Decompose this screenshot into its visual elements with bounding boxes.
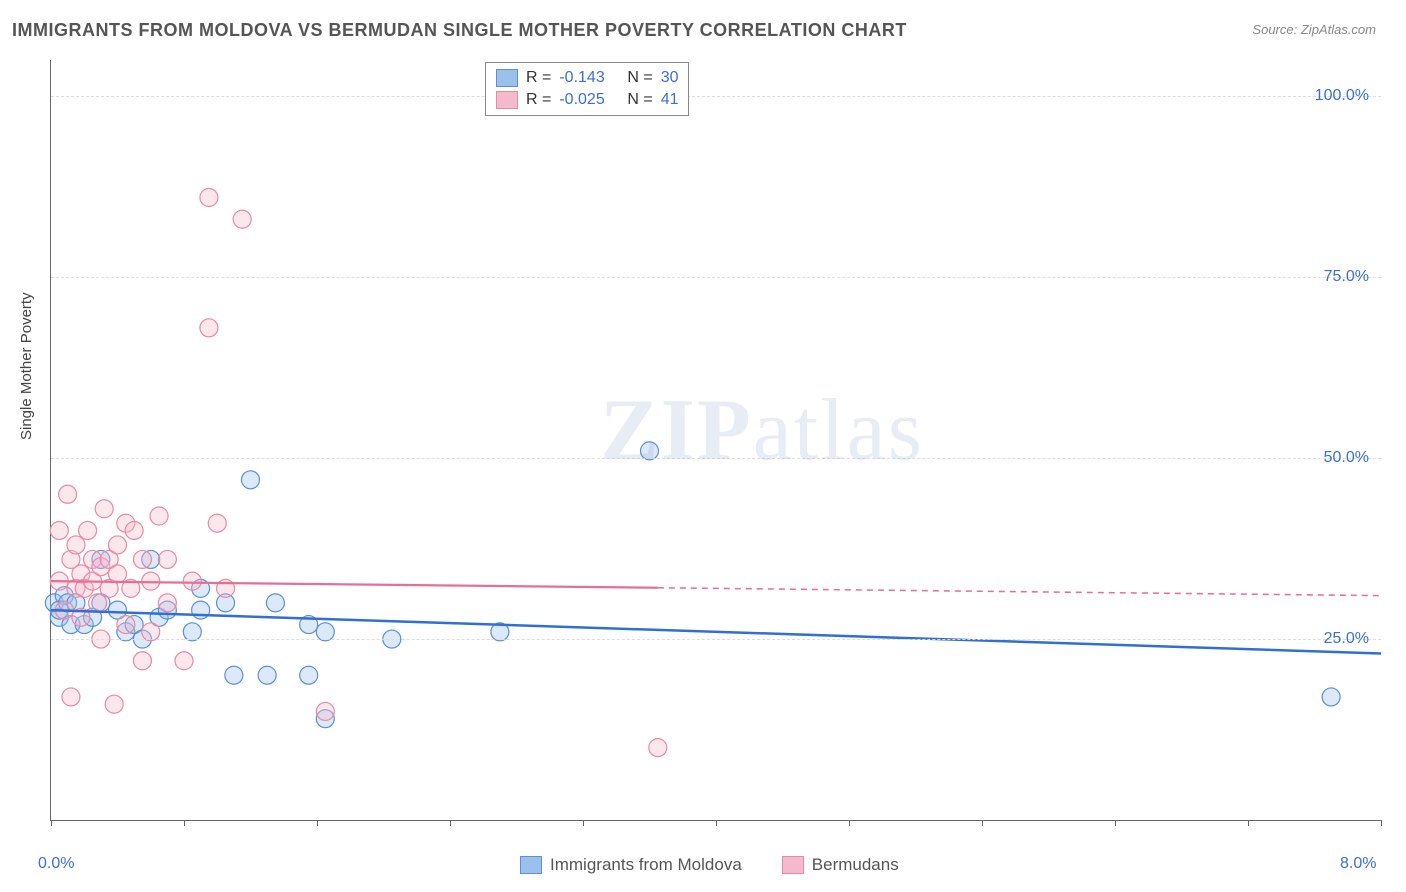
legend-series-label: Bermudans xyxy=(812,855,899,875)
trend-line-moldova xyxy=(51,610,1381,653)
x-axis-max-label: 8.0% xyxy=(1340,855,1376,873)
n-value: 30 xyxy=(661,67,679,89)
source-label: Source: xyxy=(1252,22,1297,37)
x-tick xyxy=(1115,820,1116,826)
scatter-point-moldova xyxy=(1322,688,1340,706)
source-value: ZipAtlas.com xyxy=(1301,22,1376,37)
n-label: N = xyxy=(627,89,652,111)
source-attribution: Source: ZipAtlas.com xyxy=(1252,22,1376,37)
x-tick xyxy=(1381,820,1382,826)
x-tick xyxy=(51,820,52,826)
r-value: -0.143 xyxy=(559,67,619,89)
y-axis-label: Single Mother Poverty xyxy=(18,292,35,440)
n-label: N = xyxy=(627,67,652,89)
x-axis-min-label: 0.0% xyxy=(38,855,74,873)
legend-stats: R = -0.143 N = 30 R = -0.025 N = 41 xyxy=(485,62,689,116)
trend-line-dashed-bermudans xyxy=(658,588,1381,596)
x-tick xyxy=(450,820,451,826)
scatter-point-bermudans xyxy=(109,536,127,554)
scatter-point-bermudans xyxy=(62,688,80,706)
x-tick xyxy=(583,820,584,826)
scatter-point-bermudans xyxy=(183,572,201,590)
x-tick xyxy=(716,820,717,826)
x-tick xyxy=(317,820,318,826)
scatter-point-moldova xyxy=(266,594,284,612)
n-value: 41 xyxy=(661,89,679,111)
scatter-point-bermudans xyxy=(133,550,151,568)
gridline xyxy=(51,639,1381,640)
scatter-point-moldova xyxy=(300,666,318,684)
scatter-point-bermudans xyxy=(150,507,168,525)
y-tick-label: 25.0% xyxy=(1324,630,1369,648)
scatter-point-bermudans xyxy=(316,702,334,720)
legend-series-label: Immigrants from Moldova xyxy=(550,855,742,875)
x-tick xyxy=(982,820,983,826)
scatter-point-bermudans xyxy=(649,739,667,757)
scatter-point-bermudans xyxy=(105,695,123,713)
scatter-point-bermudans xyxy=(50,521,68,539)
scatter-point-bermudans xyxy=(233,210,251,228)
chart-plot-area: 25.0% 50.0% 75.0% 100.0% xyxy=(50,60,1381,821)
x-tick xyxy=(184,820,185,826)
scatter-point-bermudans xyxy=(95,500,113,518)
r-label: R = xyxy=(526,89,551,111)
legend-swatch xyxy=(782,856,804,874)
legend-swatch xyxy=(496,69,518,87)
scatter-point-bermudans xyxy=(200,189,218,207)
scatter-point-bermudans xyxy=(158,550,176,568)
scatter-point-bermudans xyxy=(175,652,193,670)
legend-series-item: Immigrants from Moldova xyxy=(520,855,742,875)
chart-svg xyxy=(51,60,1381,820)
scatter-point-moldova xyxy=(258,666,276,684)
scatter-point-moldova xyxy=(242,471,260,489)
legend-swatch xyxy=(496,91,518,109)
scatter-point-bermudans xyxy=(208,514,226,532)
scatter-point-bermudans xyxy=(89,594,107,612)
legend-series: Immigrants from Moldova Bermudans xyxy=(520,855,899,875)
r-value: -0.025 xyxy=(559,89,619,111)
scatter-point-moldova xyxy=(225,666,243,684)
scatter-point-bermudans xyxy=(158,594,176,612)
page-title: IMMIGRANTS FROM MOLDOVA VS BERMUDAN SING… xyxy=(12,20,907,41)
legend-swatch xyxy=(520,856,542,874)
y-tick-label: 50.0% xyxy=(1324,449,1369,467)
gridline xyxy=(51,277,1381,278)
scatter-point-bermudans xyxy=(67,536,85,554)
gridline xyxy=(51,96,1381,97)
legend-stats-row: R = -0.143 N = 30 xyxy=(496,67,678,89)
scatter-point-bermudans xyxy=(109,565,127,583)
legend-series-item: Bermudans xyxy=(782,855,899,875)
y-tick-label: 75.0% xyxy=(1324,268,1369,286)
gridline xyxy=(51,458,1381,459)
scatter-point-bermudans xyxy=(200,319,218,337)
scatter-point-bermudans xyxy=(125,521,143,539)
x-tick xyxy=(1248,820,1249,826)
r-label: R = xyxy=(526,67,551,89)
scatter-point-bermudans xyxy=(133,652,151,670)
y-tick-label: 100.0% xyxy=(1315,87,1369,105)
scatter-point-bermudans xyxy=(117,616,135,634)
legend-stats-row: R = -0.025 N = 41 xyxy=(496,89,678,111)
x-tick xyxy=(849,820,850,826)
scatter-point-bermudans xyxy=(79,521,97,539)
scatter-point-bermudans xyxy=(59,485,77,503)
